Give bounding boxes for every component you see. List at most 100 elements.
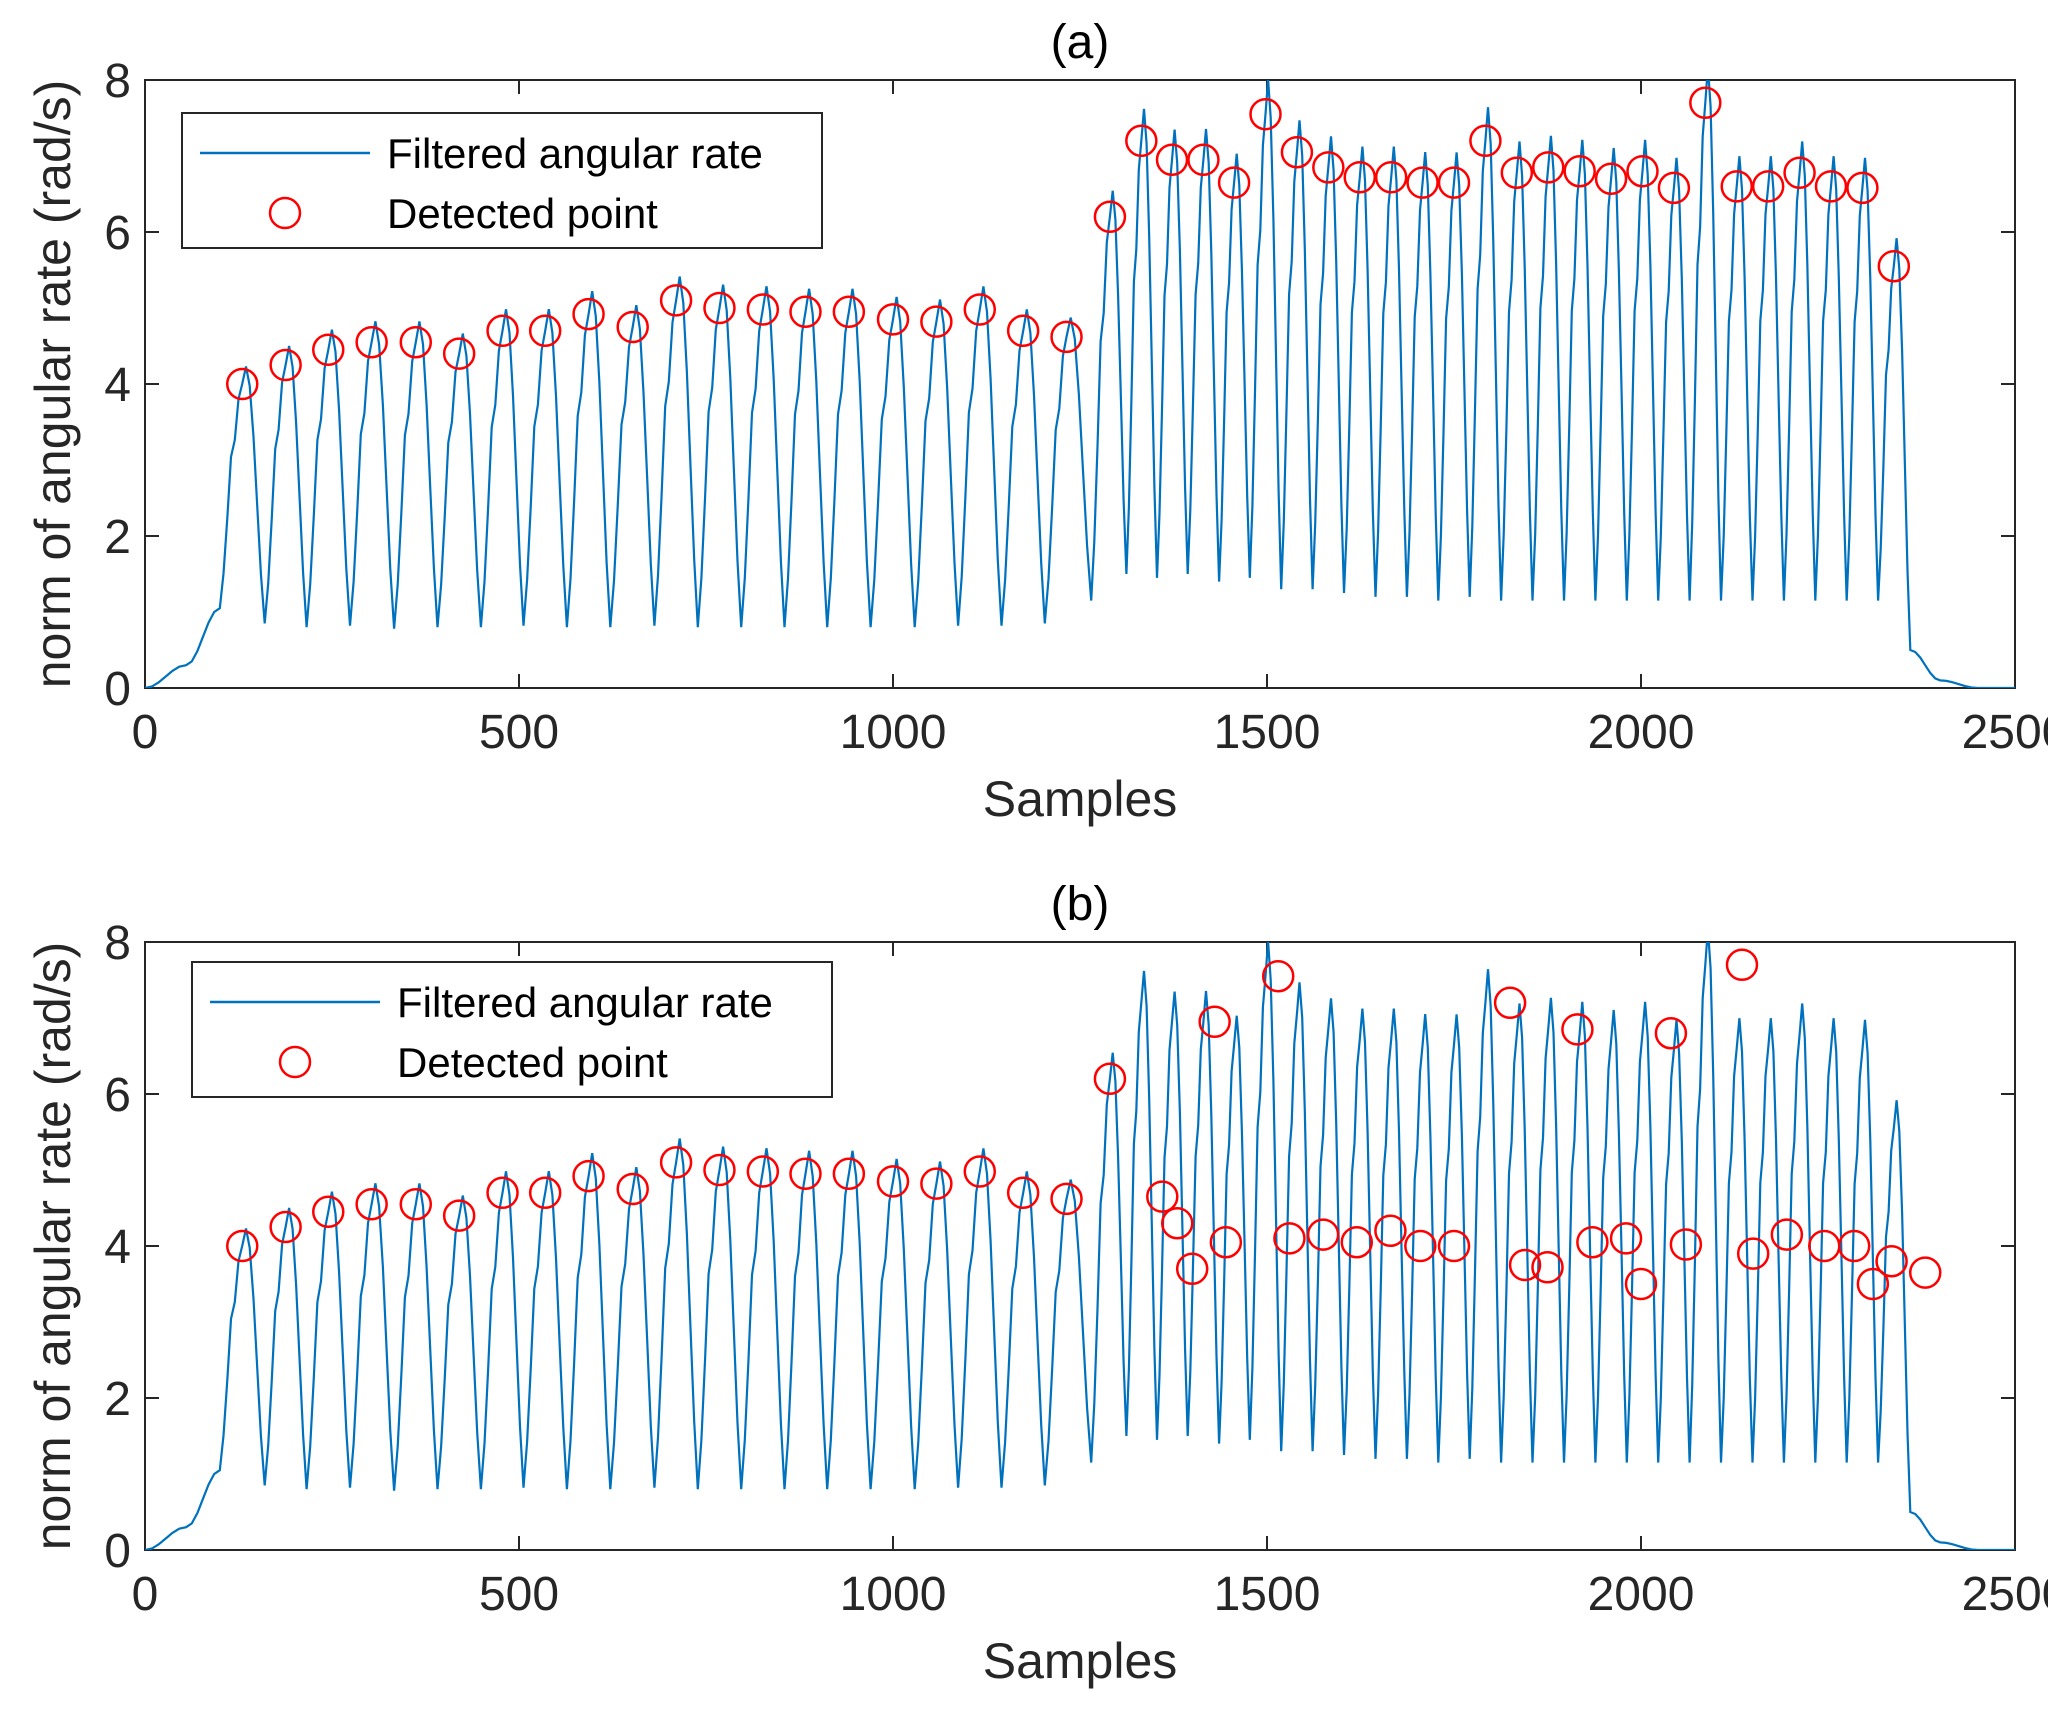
detected-point-marker	[1209, 1225, 1243, 1259]
detected-point-marker	[963, 1155, 997, 1188]
detected-point-marker	[1312, 151, 1345, 184]
detected-point-marker	[1093, 200, 1127, 234]
y-tick-label: 0	[104, 663, 131, 716]
x-tick-label: 1000	[840, 1568, 947, 1621]
detected-point-marker	[876, 1165, 910, 1198]
legend-circle-swatch	[268, 196, 302, 230]
detected-point-marker	[1198, 1005, 1231, 1039]
y-tick-label: 0	[104, 1525, 131, 1578]
detected-point-marker	[1187, 143, 1220, 177]
detected-point-marker	[1561, 1013, 1594, 1046]
detected-point-marker	[789, 1157, 822, 1191]
detected-point-marker	[1814, 170, 1848, 203]
legend-label-detected-point: Detected point	[397, 1039, 668, 1086]
detected-point-marker	[1751, 170, 1785, 203]
detected-point-marker	[1273, 1222, 1306, 1255]
x-tick-label: 2000	[1588, 1568, 1695, 1621]
x-axis-label: Samples	[983, 771, 1178, 827]
detected-point-marker	[1050, 320, 1083, 354]
x-axis-label: Samples	[983, 1633, 1178, 1689]
detected-point-marker	[1249, 97, 1282, 131]
detected-point-marker	[1006, 1176, 1040, 1210]
detected-point-marker	[963, 293, 997, 326]
detected-point-marker	[442, 1199, 476, 1232]
detected-point-marker	[1908, 1256, 1942, 1289]
legend-label-detected-point: Detected point	[387, 190, 658, 237]
detected-point-marker	[876, 303, 910, 336]
detected-point-marker	[1093, 1062, 1127, 1096]
detected-point-marker	[528, 1176, 562, 1210]
panel-title: (b)	[1051, 878, 1110, 931]
detected-point-marker	[1725, 948, 1759, 982]
y-tick-label: 8	[104, 917, 131, 970]
x-tick-label: 0	[132, 706, 159, 759]
series-line-filtered-angular-rate	[145, 942, 2015, 1550]
y-axis-label: norm of angular rate (rad/s)	[25, 942, 81, 1551]
detected-point-marker	[1280, 135, 1314, 169]
y-tick-label: 2	[104, 1373, 131, 1426]
detected-point-marker	[1654, 1016, 1688, 1050]
detected-point-marker	[1736, 1237, 1770, 1270]
detected-point-marker	[1837, 1229, 1871, 1263]
detected-point-marker	[1624, 1267, 1658, 1301]
series-line-filtered-angular-rate	[145, 80, 2015, 688]
detected-point-marker	[399, 1187, 433, 1221]
legend: Filtered angular rate Detected point	[191, 961, 833, 1098]
detected-point-marker	[486, 1176, 519, 1210]
detected-point-marker	[1669, 1228, 1703, 1261]
detected-point-marker	[355, 1187, 388, 1221]
detected-point-marker	[1006, 314, 1040, 348]
detected-point-marker	[1160, 1206, 1194, 1240]
detected-point-marker	[1657, 171, 1691, 205]
detected-point-marker	[442, 337, 476, 370]
panel-title: (a)	[1051, 16, 1110, 69]
detected-point-marker	[1155, 143, 1189, 177]
x-tick-label: 0	[132, 1568, 159, 1621]
x-tick-label: 1500	[1214, 706, 1321, 759]
detected-point-marker	[1261, 959, 1295, 993]
detected-point-marker	[1217, 166, 1251, 199]
detected-point-marker	[1374, 161, 1408, 194]
detected-point-marker	[1340, 1225, 1374, 1259]
detected-point-marker	[659, 284, 693, 317]
detected-point-marker	[1531, 151, 1565, 184]
detected-point-marker	[1877, 249, 1911, 283]
detected-point-marker	[1783, 156, 1816, 189]
y-tick-label: 2	[104, 511, 131, 564]
detected-point-marker	[1626, 154, 1659, 188]
detected-point-marker	[616, 310, 649, 344]
detected-point-marker	[1406, 166, 1439, 199]
x-tick-label: 500	[479, 1568, 559, 1621]
detected-point-marker	[1175, 1252, 1209, 1286]
detected-point-marker	[1125, 124, 1158, 158]
detected-point-marker	[572, 297, 605, 331]
detected-point-marker	[746, 293, 780, 326]
detected-point-marker	[920, 305, 953, 338]
y-tick-label: 4	[104, 359, 131, 412]
detected-point-marker	[1493, 986, 1527, 1020]
detected-point-marker	[1374, 1214, 1407, 1248]
detected-point-marker	[1531, 1251, 1564, 1284]
y-tick-label: 6	[104, 207, 131, 260]
detected-point-marker	[1875, 1244, 1908, 1278]
detected-point-marker	[1469, 124, 1502, 158]
detected-point-marker	[832, 295, 866, 329]
x-tick-label: 500	[479, 706, 559, 759]
detected-point-marker	[1306, 1218, 1340, 1251]
detected-point-marker	[1500, 156, 1534, 189]
detected-point-marker	[789, 295, 822, 329]
detected-point-marker	[920, 1167, 953, 1200]
detected-point-marker	[703, 291, 736, 325]
x-tick-label: 1000	[840, 706, 947, 759]
detected-point-marker	[1146, 1180, 1179, 1213]
legend-box	[181, 112, 823, 249]
detected-point-marker	[1437, 1229, 1471, 1263]
detected-point-marker	[1437, 166, 1471, 199]
legend: Filtered angular rate Detected point	[181, 112, 823, 249]
detected-point-marker	[528, 314, 562, 348]
detected-point-marker	[1856, 1267, 1890, 1301]
detected-point-marker	[659, 1146, 693, 1179]
